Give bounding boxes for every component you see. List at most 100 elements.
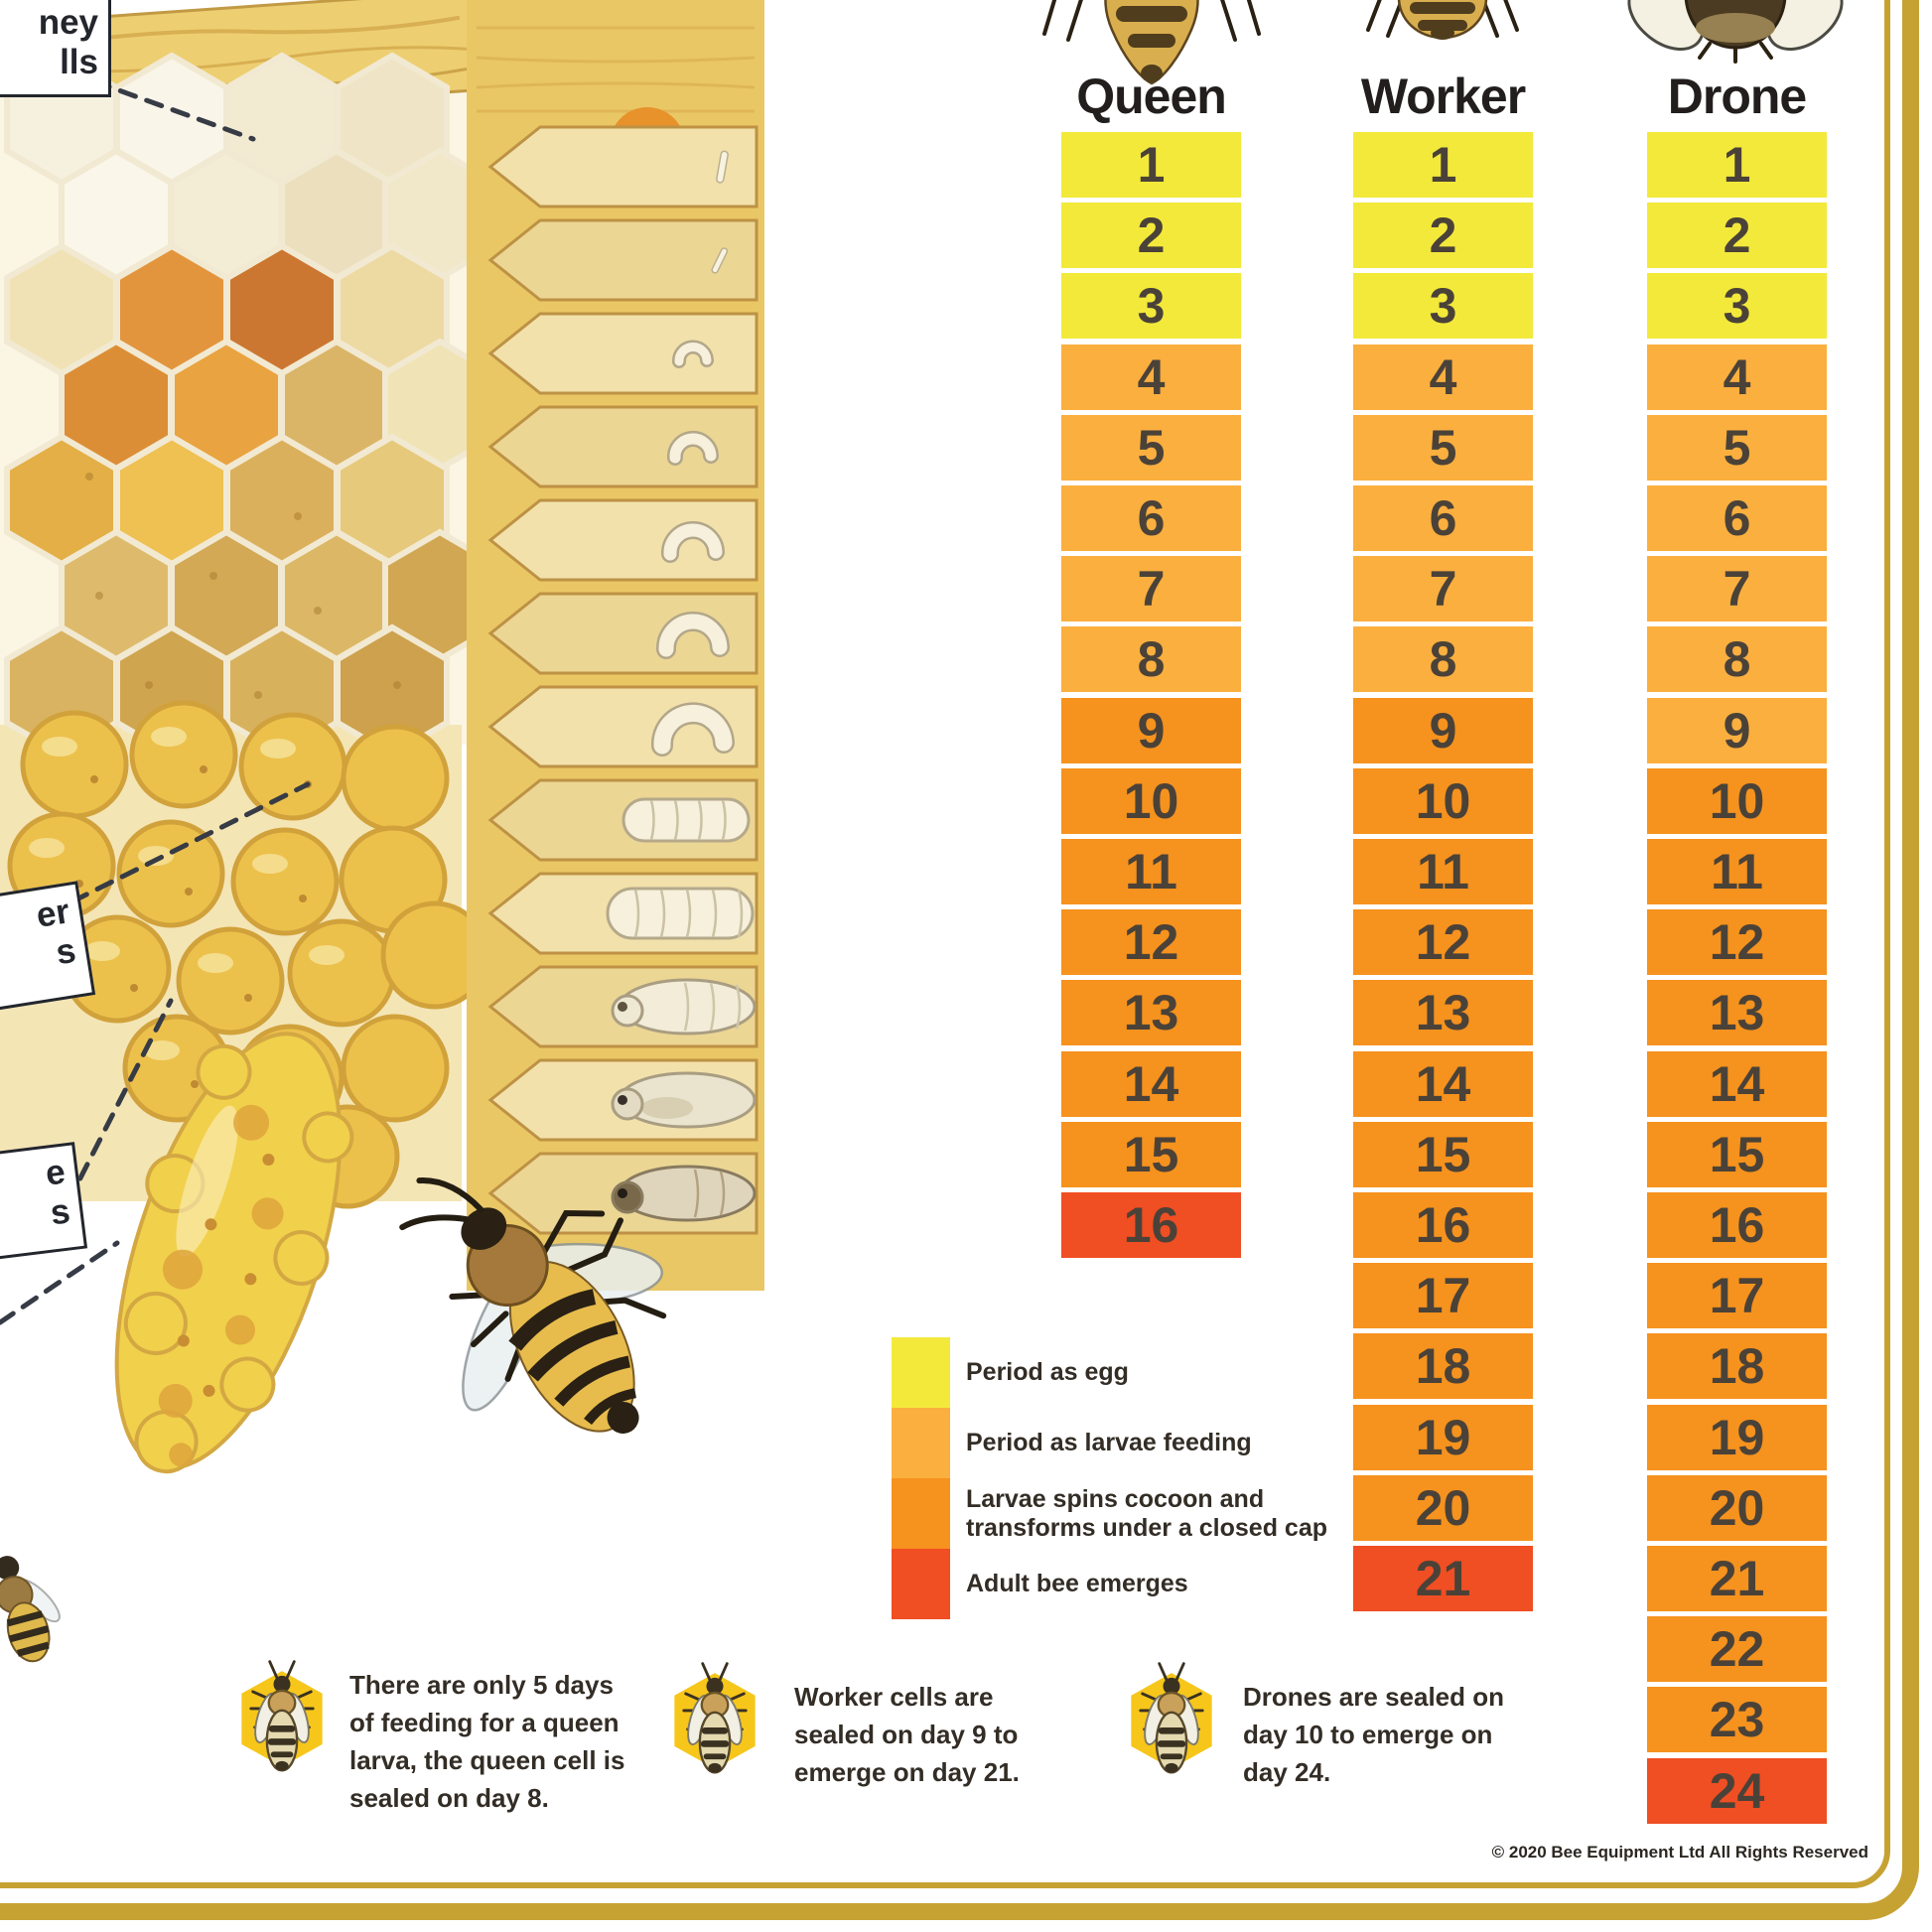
cutaway-cell-strip [467, 0, 764, 1291]
label-leader-lines [0, 78, 311, 1325]
column-header-worker: Worker [1360, 69, 1526, 124]
day-cell-queen-7: 7 [1061, 556, 1241, 622]
day-cell-drone-22: 22 [1647, 1616, 1827, 1683]
legend-row-feeding: Period as larvae feeding [892, 1408, 1327, 1478]
top-bee-row [1042, 0, 1844, 85]
day-cell-worker-20: 20 [1353, 1474, 1533, 1541]
day-cell-drone-23: 23 [1647, 1687, 1827, 1753]
day-cell-worker-17: 17 [1353, 1263, 1533, 1329]
queen-bee-icon [1042, 0, 1261, 85]
day-cell-drone-9: 9 [1647, 697, 1827, 763]
worker-caption-text: Worker cells are sealed on day 9 to emer… [794, 1682, 1020, 1787]
day-cell-worker-11: 11 [1353, 839, 1533, 904]
day-cell-queen-13: 13 [1061, 980, 1241, 1046]
day-cell-drone-24: 24 [1647, 1757, 1827, 1824]
day-cell-worker-14: 14 [1353, 1050, 1533, 1117]
comb-label-line: ney [38, 3, 98, 42]
brood-cap-speckles [85, 473, 401, 699]
day-cell-worker-3: 3 [1353, 273, 1533, 340]
day-cell-worker-13: 13 [1353, 980, 1533, 1046]
legend-swatch-egg [892, 1337, 950, 1408]
day-cell-drone-13: 13 [1647, 980, 1827, 1046]
day-cell-worker-18: 18 [1353, 1333, 1533, 1400]
day-cell-drone-11: 11 [1647, 839, 1827, 904]
legend-label: Larvae spins cocoon and transforms under… [966, 1484, 1328, 1542]
day-cell-worker-19: 19 [1353, 1404, 1533, 1470]
column-header-drone: Drone [1667, 69, 1807, 124]
worker-caption-bee-hexagon-icon [663, 1654, 766, 1799]
day-cell-queen-8: 8 [1061, 626, 1241, 693]
day-cell-drone-14: 14 [1647, 1050, 1827, 1117]
day-cell-worker-7: 7 [1353, 556, 1533, 622]
day-cell-worker-5: 5 [1353, 414, 1533, 481]
day-cell-drone-6: 6 [1647, 485, 1827, 551]
day-cell-queen-14: 14 [1061, 1050, 1241, 1117]
legend-swatch-feeding [892, 1408, 950, 1478]
copyright-line: © 2020 Bee Equipment Ltd All Rights Rese… [1491, 1843, 1868, 1862]
day-cell-drone-10: 10 [1647, 767, 1827, 834]
legend-label: Period as egg [966, 1358, 1129, 1386]
legend-row-egg: Period as egg [892, 1337, 1327, 1408]
legend-row-cocoon: Larvae spins cocoon and transforms under… [892, 1478, 1327, 1549]
day-cell-drone-20: 20 [1647, 1474, 1827, 1541]
comb-label-honey-cells: ney lls [0, 0, 111, 97]
day-cell-queen-4: 4 [1061, 344, 1241, 410]
queen-caption-bee-hexagon-icon [230, 1652, 334, 1797]
day-cell-queen-1: 1 [1061, 132, 1241, 198]
worker-bee-icon [1366, 0, 1519, 40]
day-cell-queen-15: 15 [1061, 1121, 1241, 1187]
day-cell-worker-6: 6 [1353, 485, 1533, 551]
comb-label-queen-cells: e s [0, 1142, 88, 1265]
day-cell-worker-21: 21 [1353, 1546, 1533, 1611]
day-cell-drone-16: 16 [1647, 1192, 1827, 1258]
day-cell-drone-1: 1 [1647, 132, 1827, 198]
day-cell-queen-12: 12 [1061, 909, 1241, 976]
day-cell-drone-5: 5 [1647, 414, 1827, 481]
comb-label-line: lls [60, 43, 98, 81]
partial-bee-bottom-left [0, 1556, 61, 1663]
day-cell-queen-2: 2 [1061, 203, 1241, 269]
day-cell-queen-6: 6 [1061, 485, 1241, 551]
day-cell-worker-4: 4 [1353, 344, 1533, 410]
day-cell-worker-8: 8 [1353, 626, 1533, 693]
day-cell-queen-16: 16 [1061, 1192, 1241, 1258]
column-header-queen: Queen [1076, 69, 1227, 124]
day-cell-drone-19: 19 [1647, 1404, 1827, 1470]
drone-bee-icon [1627, 0, 1844, 64]
queen-caption-text: There are only 5 days of feeding for a q… [349, 1670, 625, 1813]
legend-label: Adult bee emerges [966, 1570, 1188, 1597]
day-cell-worker-10: 10 [1353, 767, 1533, 834]
drone-caption-text: Drones are sealed on day 10 to emerge on… [1243, 1682, 1504, 1787]
legend-swatch-cocoon [892, 1478, 950, 1549]
day-cell-drone-15: 15 [1647, 1121, 1827, 1187]
legend-label: Period as larvae feeding [966, 1429, 1252, 1456]
day-cell-worker-12: 12 [1353, 909, 1533, 976]
queen-cell [114, 1032, 354, 1474]
comb-label-line: s [48, 1191, 72, 1233]
day-cell-queen-9: 9 [1061, 697, 1241, 763]
day-cell-worker-15: 15 [1353, 1121, 1533, 1187]
larva-stages [606, 150, 757, 1222]
day-cell-drone-12: 12 [1647, 909, 1827, 976]
day-cell-drone-2: 2 [1647, 203, 1827, 269]
day-cell-drone-4: 4 [1647, 344, 1827, 410]
stage-legend: Period as egg Period as larvae feeding L… [892, 1337, 1327, 1619]
legend-row-emerge: Adult bee emerges [892, 1549, 1327, 1619]
day-cell-drone-3: 3 [1647, 273, 1827, 340]
day-cell-queen-11: 11 [1061, 839, 1241, 904]
day-cell-queen-10: 10 [1061, 767, 1241, 834]
day-cell-drone-8: 8 [1647, 626, 1827, 693]
day-cell-queen-5: 5 [1061, 414, 1241, 481]
legend-swatch-emerge [892, 1549, 950, 1619]
day-cell-queen-3: 3 [1061, 273, 1241, 340]
day-cell-drone-7: 7 [1647, 556, 1827, 622]
day-cell-worker-9: 9 [1353, 697, 1533, 763]
comb-label-line: s [53, 930, 78, 973]
day-cell-drone-18: 18 [1647, 1333, 1827, 1400]
day-cell-worker-2: 2 [1353, 203, 1533, 269]
day-cell-worker-16: 16 [1353, 1192, 1533, 1258]
day-cell-drone-17: 17 [1647, 1263, 1827, 1329]
day-cell-worker-1: 1 [1353, 132, 1533, 198]
